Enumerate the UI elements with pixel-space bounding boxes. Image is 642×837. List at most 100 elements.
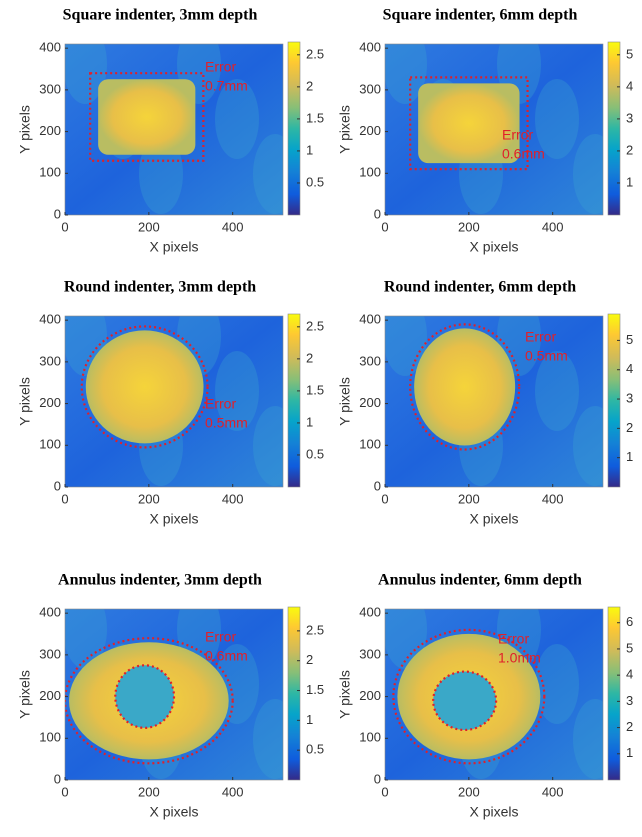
colorbar-tick-label: 1 [626, 449, 633, 464]
background-texture [535, 351, 579, 431]
indentation-hole [433, 671, 497, 730]
heatmap-image [385, 316, 603, 487]
x-tick-label: 200 [458, 491, 480, 506]
background-texture [535, 79, 579, 159]
x-axis-label: X pixels [469, 511, 518, 527]
panel: Round indenter, 3mm depth 0 200 400 0 100 200 3… [17, 279, 324, 527]
panel-title: Annulus indenter, 6mm depth [378, 572, 582, 589]
colorbar [607, 41, 621, 216]
colorbar-tick-label: 2 [306, 350, 313, 365]
x-tick-label: 400 [542, 784, 564, 799]
indentation [85, 330, 204, 444]
background-texture [385, 44, 427, 104]
colorbar-tick-label: 2.5 [306, 46, 324, 61]
y-tick-label: 200 [39, 123, 61, 138]
y-tick-label: 100 [359, 730, 381, 745]
x-tick-label: 0 [61, 219, 68, 234]
y-tick-label: 300 [39, 353, 61, 368]
colorbar-tick-label: 6 [626, 614, 633, 629]
background-texture [253, 699, 283, 779]
error-annotation: 0.5mm [525, 348, 568, 364]
colorbar-tick-label: 2 [626, 420, 633, 435]
colorbar-tick-label: 4 [626, 361, 633, 376]
colorbar [287, 606, 301, 781]
y-tick-label: 200 [359, 395, 381, 410]
error-annotation: Error [502, 127, 533, 143]
y-tick-label: 300 [359, 353, 381, 368]
error-annotation: 1.0mm [498, 650, 541, 666]
colorbar-tick-label: 1.5 [306, 682, 324, 697]
panel-title: Annulus indenter, 3mm depth [58, 572, 262, 589]
plot-frame [384, 43, 604, 216]
x-tick-label: 400 [222, 491, 244, 506]
y-tick-label: 200 [39, 688, 61, 703]
y-tick-label: 400 [39, 312, 61, 327]
y-tick-label: 400 [359, 605, 381, 620]
y-tick-label: 200 [359, 123, 381, 138]
error-annotation: Error [205, 59, 236, 75]
indenter-outline [80, 325, 209, 449]
panel: Square indenter, 6mm depth 0 200 400 0 100 200… [337, 7, 634, 255]
indenter-outline [392, 628, 546, 765]
indenter-inner-outline [432, 670, 498, 732]
heatmap-image [385, 44, 603, 215]
y-tick-label: 0 [54, 771, 61, 786]
colorbar [607, 606, 621, 781]
colorbar-tick-label: 2.5 [306, 318, 324, 333]
error-annotation: Error [205, 629, 236, 645]
y-tick-label: 100 [39, 730, 61, 745]
colorbar-tick-label: 1 [306, 414, 313, 429]
y-axis-label: Y pixels [17, 377, 33, 426]
y-axis-label: Y pixels [337, 377, 353, 426]
heatmap-image [65, 609, 283, 780]
colorbar-tick-label: 3 [626, 110, 633, 125]
x-tick-label: 0 [381, 491, 388, 506]
colorbar-tick-label: 0.5 [306, 174, 324, 189]
background-texture [573, 699, 603, 779]
panel-title: Round indenter, 6mm depth [384, 279, 576, 296]
background-texture [573, 406, 603, 486]
y-tick-label: 0 [374, 206, 381, 221]
y-axis-label: Y pixels [337, 105, 353, 154]
y-axis-label: Y pixels [17, 105, 33, 154]
x-tick-label: 200 [458, 219, 480, 234]
panel: Square indenter, 3mm depth 0 200 400 0 100 200… [17, 7, 324, 255]
panel: Round indenter, 6mm depth 0 200 400 0 100 200 3… [337, 279, 634, 527]
x-axis-label: X pixels [469, 804, 518, 820]
y-tick-label: 300 [39, 646, 61, 661]
indentation [414, 328, 516, 446]
panel-title: Square indenter, 3mm depth [63, 7, 258, 24]
x-axis-label: X pixels [469, 239, 518, 255]
colorbar-tick-label: 4 [626, 667, 633, 682]
y-tick-label: 0 [54, 478, 61, 493]
x-axis-label: X pixels [149, 511, 198, 527]
y-tick-label: 400 [39, 40, 61, 55]
colorbar-tick-label: 1 [306, 142, 313, 157]
colorbar-tick-label: 1 [626, 745, 633, 760]
background-texture [215, 351, 259, 431]
plot-frame [384, 315, 604, 488]
indentation-hole [115, 665, 174, 728]
y-tick-label: 0 [374, 478, 381, 493]
x-tick-label: 0 [61, 784, 68, 799]
colorbar-tick-label: 3 [626, 390, 633, 405]
panel-title: Square indenter, 6mm depth [383, 7, 578, 24]
colorbar-tick-label: 2.5 [306, 622, 324, 637]
heatmap-image [65, 316, 283, 487]
x-tick-label: 400 [222, 219, 244, 234]
background-texture [65, 44, 107, 104]
x-tick-label: 200 [458, 784, 480, 799]
indentation [418, 83, 520, 164]
colorbar-tick-label: 2 [626, 142, 633, 157]
plot-frame [64, 315, 284, 488]
y-axis-label: Y pixels [17, 670, 33, 719]
y-tick-label: 200 [39, 395, 61, 410]
y-tick-label: 300 [359, 646, 381, 661]
background-texture [253, 134, 283, 214]
plot-frame [384, 608, 604, 781]
indenter-outline [89, 72, 205, 162]
x-tick-label: 0 [381, 784, 388, 799]
x-axis-label: X pixels [149, 804, 198, 820]
